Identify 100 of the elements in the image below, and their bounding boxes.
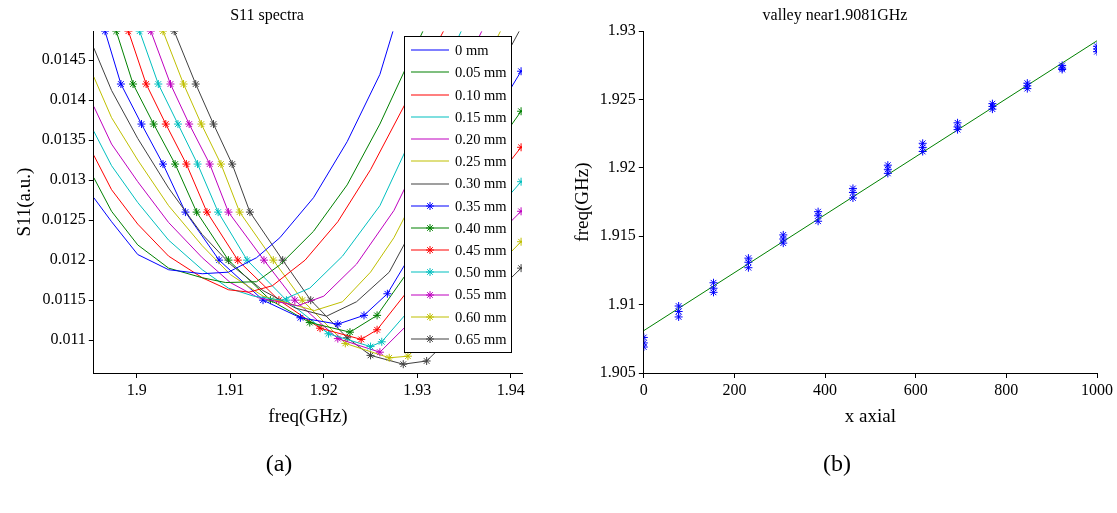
legend-label: 0.10 mm — [455, 85, 507, 105]
point — [158, 159, 168, 169]
y-tick-label: 0.0145 — [41, 50, 86, 68]
x-axis-title: freq(GHz) — [268, 404, 348, 427]
point — [266, 295, 275, 305]
point — [196, 119, 206, 129]
point — [191, 79, 201, 89]
x-tick-label: 600 — [903, 380, 928, 398]
text: (a) — [264, 450, 294, 477]
point — [743, 253, 753, 263]
x-tick-label: 800 — [994, 380, 1019, 398]
point — [184, 119, 194, 129]
point — [214, 255, 224, 265]
point — [305, 318, 315, 328]
legend-label: 0.50 mm — [455, 263, 507, 283]
y-tick-label: 1.93 — [607, 21, 636, 39]
point — [274, 295, 284, 305]
point — [306, 295, 316, 305]
point — [278, 255, 288, 265]
point — [295, 313, 305, 323]
y-tick-label: 1.905 — [599, 363, 636, 381]
y-tick-label: 0.012 — [49, 250, 86, 268]
point — [333, 319, 343, 329]
y-tick-label: 1.925 — [599, 89, 636, 107]
legend-label: 0.25 mm — [455, 152, 507, 172]
point — [290, 295, 300, 305]
point — [192, 207, 202, 217]
y-tick-label: 0.014 — [49, 90, 86, 108]
point — [179, 79, 189, 89]
legend-label: 0.30 mm — [455, 174, 507, 194]
point — [245, 207, 255, 217]
point — [883, 160, 893, 170]
point — [141, 79, 151, 89]
x-tick-label: 1000 — [1081, 380, 1113, 398]
legend-label: 0.60 mm — [455, 307, 507, 327]
legend-label: 0.45 mm — [455, 241, 507, 260]
text: (b) — [822, 450, 852, 477]
x-tick-label: 1.94 — [496, 380, 525, 398]
point — [1057, 60, 1067, 70]
point — [297, 295, 307, 305]
point — [216, 159, 226, 169]
point — [258, 295, 268, 305]
legend-label: 0.65 mm — [455, 329, 507, 349]
point — [128, 79, 138, 89]
x-tick-label: 1.91 — [216, 380, 245, 398]
y-tick-label: 1.91 — [607, 294, 636, 312]
x-axis-title: x axial — [844, 404, 896, 426]
point — [161, 119, 171, 129]
point — [377, 337, 387, 347]
legend-label: 0.40 mm — [455, 218, 507, 238]
point — [173, 119, 183, 129]
legend-label: 0.15 mm — [455, 107, 507, 127]
legend-label: 0.05 mm — [455, 63, 507, 83]
x-tick-label: 1.93 — [403, 380, 432, 398]
y-axis-title: freq(GHz) — [571, 162, 594, 242]
y-tick-label: 0.0125 — [41, 210, 86, 228]
point — [356, 334, 366, 344]
point — [372, 310, 382, 320]
point — [149, 119, 159, 129]
point — [345, 327, 355, 337]
legend-label: 0.20 mm — [455, 130, 507, 149]
point — [223, 207, 233, 217]
legend-label: 0 mm — [455, 41, 489, 61]
chart-title: valley near1.9081GHz — [762, 5, 908, 24]
point — [223, 255, 233, 265]
y-tick-label: 1.92 — [607, 158, 636, 176]
point — [340, 338, 350, 348]
point — [153, 79, 163, 89]
point — [136, 119, 146, 129]
x-tick-label: 1.9 — [126, 380, 147, 398]
point — [116, 79, 126, 89]
y-tick-label: 0.013 — [49, 170, 86, 188]
point — [227, 159, 237, 169]
point — [366, 342, 376, 352]
point — [359, 310, 369, 320]
point — [259, 255, 269, 265]
point — [315, 323, 325, 333]
legend-label: 0.35 mm — [455, 196, 507, 216]
point — [202, 207, 212, 217]
y-tick-label: 0.0135 — [41, 130, 86, 148]
point — [180, 207, 190, 217]
point — [205, 159, 215, 169]
point — [372, 325, 382, 335]
x-tick-label: 400 — [813, 380, 838, 398]
y-tick-label: 0.011 — [50, 330, 86, 348]
point — [384, 353, 394, 363]
point — [268, 255, 278, 265]
chart-title: S11 spectra — [230, 5, 304, 24]
point — [333, 334, 343, 344]
point — [181, 159, 191, 169]
point — [193, 159, 203, 169]
point — [165, 79, 175, 89]
x-tick-label: 1.92 — [309, 380, 338, 398]
point — [323, 329, 333, 339]
point — [778, 234, 788, 244]
y-tick-label: 0.0115 — [42, 290, 86, 308]
y-tick-label: 1.915 — [599, 226, 636, 244]
legend-label: 0.55 mm — [455, 285, 507, 305]
point — [233, 255, 243, 265]
point — [382, 289, 392, 299]
